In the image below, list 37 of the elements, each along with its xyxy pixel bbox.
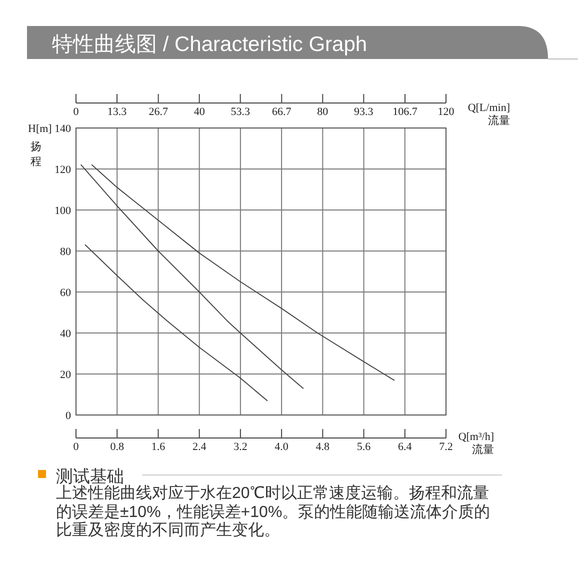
x-tick-label: 6.4 [398, 441, 412, 453]
x-axis-title: Q[m³/h] 流量 [458, 431, 494, 456]
x-tick-label: 0.8 [110, 441, 124, 453]
x-tick-label: 4.0 [274, 441, 289, 453]
y-tick-label: 140 [54, 123, 72, 135]
x2-tick-label: 120 [438, 106, 455, 118]
x2-tick-label: 106.7 [392, 106, 418, 118]
y-tick-label: 40 [60, 328, 72, 340]
x2-tick-label: 80 [317, 106, 329, 118]
x-tick-label: 0 [73, 441, 80, 453]
x2-tick-label: 13.3 [107, 106, 128, 118]
y-tick-label: 60 [60, 287, 72, 299]
x-tick-label: 7.2 [439, 441, 453, 453]
text: 测试基础 [56, 467, 124, 486]
x2-tick-label: 0 [73, 106, 80, 118]
y-tick-label: 100 [54, 205, 72, 217]
y-axis-title: H[m] 扬程 [28, 123, 52, 168]
x2-tick-label: 40 [194, 106, 206, 118]
y-tick-label: 20 [60, 369, 72, 381]
x2-tick-label: 26.7 [148, 106, 168, 118]
y-tick-label: 0 [66, 410, 72, 422]
x-tick-label: 1.6 [151, 441, 166, 453]
line-series [84, 244, 268, 402]
y-tick-label: 80 [60, 246, 72, 258]
x2-tick-label: 66.7 [272, 106, 292, 118]
text: 上述性能曲线对应于水在20℃时以正常速度运输。扬程和流量的误差是±10%，性能误差+10%。泵的性能随输送流体介质的比重及密度的不同而产生变化。 [56, 485, 492, 540]
x-tick-label: 4.8 [316, 441, 330, 453]
line-series [80, 164, 304, 389]
line-series [91, 164, 395, 381]
x2-axis-title: Q[L/min] 流量 [468, 102, 510, 127]
x2-tick-label: 93.3 [354, 106, 374, 118]
x-tick-label: 2.4 [192, 441, 207, 453]
x2-tick-label: 53.3 [230, 106, 250, 118]
x-tick-label: 3.2 [234, 441, 248, 453]
x-tick-label: 5.6 [356, 441, 372, 453]
chart-title: 特性曲线图 / Characteristic Graph [52, 33, 368, 56]
y-tick-label: 120 [54, 164, 72, 176]
